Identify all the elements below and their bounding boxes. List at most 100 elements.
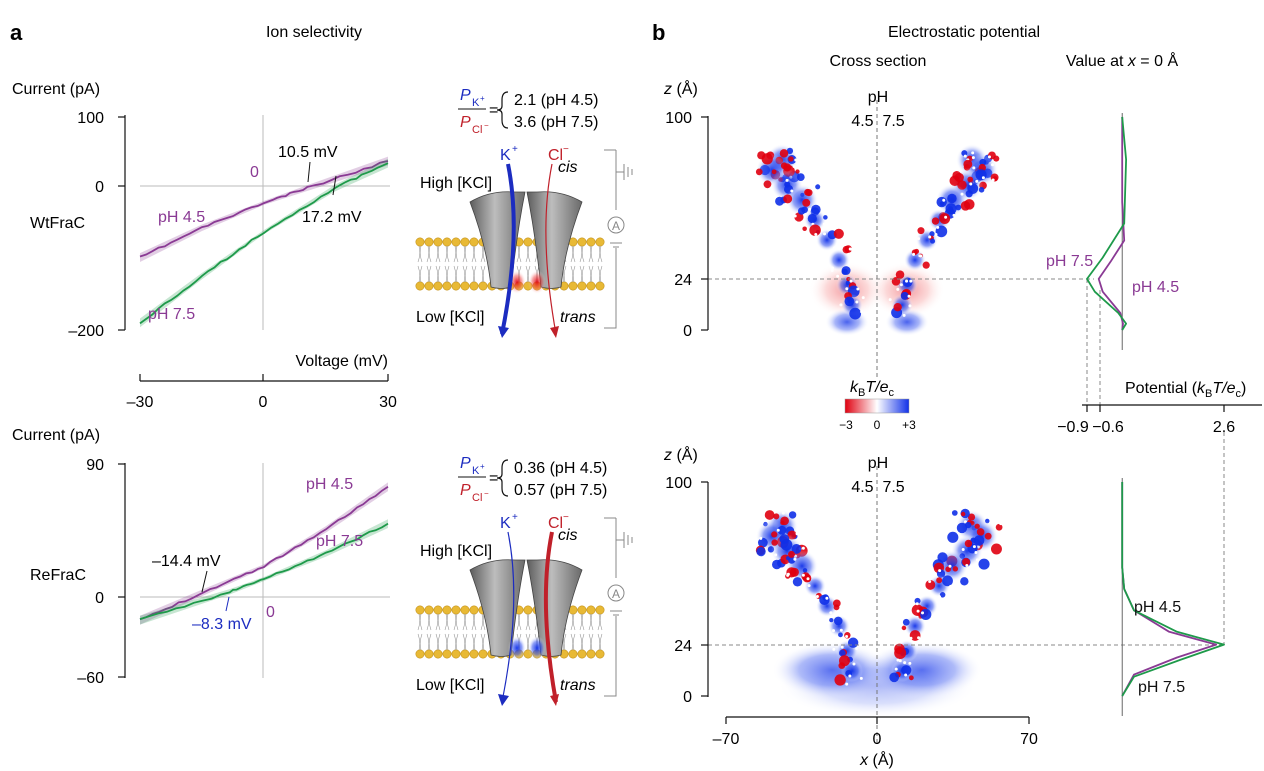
map-dot [850,617,854,621]
map-atom [930,238,936,244]
profile-line-ph45 [1097,117,1126,331]
y-tick-label-0-bottom: 0 [95,590,104,607]
k-ion-sup: + [512,512,518,523]
value-at-prefix: Value at [1066,53,1128,70]
cl-ion-sup: − [563,512,569,523]
map-dot [902,246,906,250]
lipid-head [577,237,587,247]
z-tick-label-0-top: 0 [683,323,692,340]
map-dot [899,283,903,287]
label-trans: trans [560,309,596,326]
map-atom [929,231,935,237]
map-dot [944,215,948,219]
map-dot [856,287,860,291]
lipid-head [442,237,452,247]
lipid-tail [570,613,576,651]
circuit-wire [604,517,617,697]
lipid-tail [516,613,522,651]
z-axis-bottom: z (Å) 100 24 0 [663,445,709,706]
map-atom [788,550,795,558]
map-dot [801,546,805,550]
k-ion-arrowhead [498,694,509,706]
map-atom [942,575,953,587]
battery-symbol [610,610,622,616]
map-atom [947,206,954,212]
colorbar-tick-pos3: +3 [902,418,916,432]
map-dot [969,182,973,186]
map-dot [928,235,932,239]
sample-label-refrac: ReFraC [30,567,86,584]
map-dot [833,246,837,250]
map-dot [904,673,908,677]
map-dot [801,573,805,577]
map-atom [807,213,817,224]
map-atom [795,169,800,174]
lipid-tail [525,613,531,651]
map-dot [934,232,938,236]
ph-label-bottom: pH [868,455,888,472]
map-atom [889,672,900,683]
map-atom [783,194,793,204]
map-dot [813,182,817,186]
map-dot [808,207,812,211]
cl-ion-label: Cl [548,515,563,532]
map-atom [757,151,766,160]
lipid-head [523,237,533,247]
map-atom [901,625,907,631]
lipid-head [595,281,605,291]
ratio-denominator-sub: Cl [472,124,482,136]
map-atom [838,649,846,657]
map-dot [960,192,964,196]
map-atom [788,511,797,519]
map-dot [975,558,979,562]
lipid-tail [417,245,423,283]
x-axis-angstrom: –70 0 70 x (Å) [713,716,1038,769]
map-dot [774,553,778,557]
ammeter-icon [607,584,625,602]
colorbar: kBT/ec −3 0 +3 [839,379,916,432]
lipid-tail [453,245,459,283]
map-atom [895,270,905,279]
map-dot [981,176,985,180]
colorbar-gradient [844,398,910,414]
sample-label-wtfrac: WtFraC [30,215,85,232]
z-tick-label-0-bottom: 0 [683,689,692,706]
map-dot [856,636,860,640]
map-dot [832,647,836,651]
value-at-suffix: = 0 Å [1136,51,1179,70]
iv-chart-wtfrac: Current (pA) 100 0 –200 WtFraC 0 10.5 mV… [12,81,390,340]
ammeter-icon [607,216,625,234]
map-atom [797,207,806,215]
map-atom [802,226,807,232]
map-dot [849,279,853,283]
map-atom [757,537,768,548]
map-dot [987,155,991,159]
value-at-x-label: Value at x = 0 Å [1066,51,1179,70]
map-dot [823,232,827,236]
battery-symbol [610,242,622,248]
map-atom [777,525,787,535]
map-atom [849,307,862,320]
lipid-head [469,281,479,291]
label-low-kcl: Low [KCl] [416,309,484,326]
lipid-tail [597,245,603,283]
lipid-head [577,649,587,659]
lipid-tail [480,245,486,283]
lipid-tail [444,245,450,283]
lipid-head [451,237,461,247]
lipid-tail [480,613,486,651]
map-atom [833,616,843,626]
map-dot [965,563,969,567]
map-dot [790,189,794,193]
lipid-head [424,281,434,291]
series-group-top [139,156,389,328]
map-dot [814,233,818,237]
lipid-tail [435,245,441,283]
lipid-head [460,281,470,291]
cb-b: B [858,387,865,399]
colorbar-tick-neg3: −3 [839,418,853,432]
map-atom [975,169,987,181]
map-dot [894,667,898,671]
map-dot [793,557,797,561]
pot-tick-label-neg09: −0.9 [1057,419,1089,436]
